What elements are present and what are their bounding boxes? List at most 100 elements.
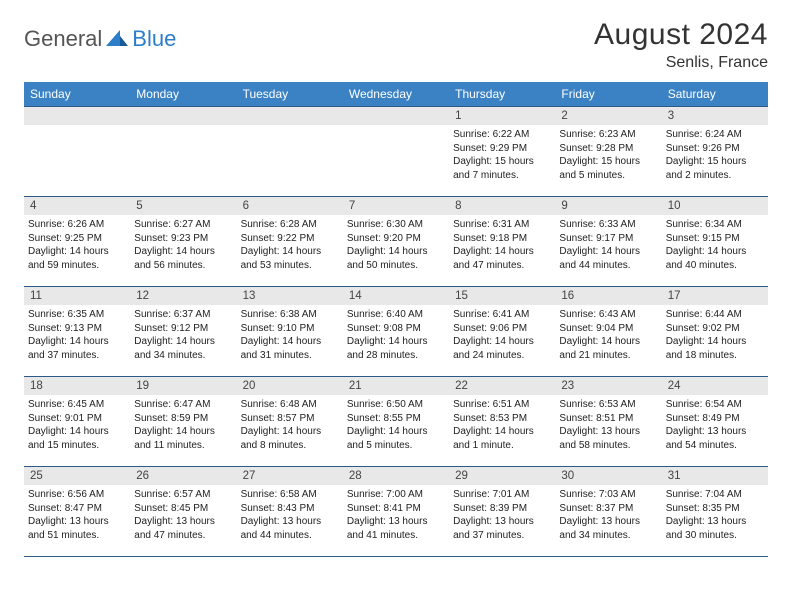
page-header: General Blue August 2024 Senlis, France [24,18,768,72]
logo: General Blue [24,26,176,52]
calendar-cell: 25Sunrise: 6:56 AMSunset: 8:47 PMDayligh… [24,467,130,557]
day-number: 23 [555,377,661,395]
day-content: Sunrise: 6:56 AMSunset: 8:47 PMDaylight:… [24,485,130,546]
logo-triangle-icon [106,28,128,51]
calendar-cell: 7Sunrise: 6:30 AMSunset: 9:20 PMDaylight… [343,197,449,287]
calendar-cell: 1Sunrise: 6:22 AMSunset: 9:29 PMDaylight… [449,107,555,197]
weekday-header: Tuesday [237,82,343,107]
calendar-cell: 24Sunrise: 6:54 AMSunset: 8:49 PMDayligh… [662,377,768,467]
day-content: Sunrise: 6:54 AMSunset: 8:49 PMDaylight:… [662,395,768,456]
day-content: Sunrise: 6:35 AMSunset: 9:13 PMDaylight:… [24,305,130,366]
logo-text-blue: Blue [132,26,176,52]
day-number: 17 [662,287,768,305]
day-content: Sunrise: 7:00 AMSunset: 8:41 PMDaylight:… [343,485,449,546]
weekday-header: Friday [555,82,661,107]
calendar-cell: 10Sunrise: 6:34 AMSunset: 9:15 PMDayligh… [662,197,768,287]
calendar-cell: 26Sunrise: 6:57 AMSunset: 8:45 PMDayligh… [130,467,236,557]
calendar-table: SundayMondayTuesdayWednesdayThursdayFrid… [24,82,768,557]
calendar-head: SundayMondayTuesdayWednesdayThursdayFrid… [24,82,768,107]
calendar-cell: 5Sunrise: 6:27 AMSunset: 9:23 PMDaylight… [130,197,236,287]
day-number: 28 [343,467,449,485]
day-number: 13 [237,287,343,305]
calendar-cell: 18Sunrise: 6:45 AMSunset: 9:01 PMDayligh… [24,377,130,467]
calendar-cell: 30Sunrise: 7:03 AMSunset: 8:37 PMDayligh… [555,467,661,557]
calendar-cell: 8Sunrise: 6:31 AMSunset: 9:18 PMDaylight… [449,197,555,287]
calendar-cell: 31Sunrise: 7:04 AMSunset: 8:35 PMDayligh… [662,467,768,557]
day-content: Sunrise: 6:31 AMSunset: 9:18 PMDaylight:… [449,215,555,276]
day-content: Sunrise: 6:43 AMSunset: 9:04 PMDaylight:… [555,305,661,366]
weekday-header: Wednesday [343,82,449,107]
calendar-cell: 2Sunrise: 6:23 AMSunset: 9:28 PMDaylight… [555,107,661,197]
day-number: 3 [662,107,768,125]
calendar-cell: 4Sunrise: 6:26 AMSunset: 9:25 PMDaylight… [24,197,130,287]
day-content: Sunrise: 6:26 AMSunset: 9:25 PMDaylight:… [24,215,130,276]
calendar-cell: 29Sunrise: 7:01 AMSunset: 8:39 PMDayligh… [449,467,555,557]
day-number: 12 [130,287,236,305]
calendar-cell [24,107,130,197]
day-number: 9 [555,197,661,215]
day-number: 10 [662,197,768,215]
calendar-cell: 22Sunrise: 6:51 AMSunset: 8:53 PMDayligh… [449,377,555,467]
day-content: Sunrise: 6:58 AMSunset: 8:43 PMDaylight:… [237,485,343,546]
calendar-cell: 17Sunrise: 6:44 AMSunset: 9:02 PMDayligh… [662,287,768,377]
day-number: 24 [662,377,768,395]
day-content: Sunrise: 6:22 AMSunset: 9:29 PMDaylight:… [449,125,555,186]
calendar-cell: 19Sunrise: 6:47 AMSunset: 8:59 PMDayligh… [130,377,236,467]
weekday-header: Monday [130,82,236,107]
weekday-header: Thursday [449,82,555,107]
calendar-body: 1Sunrise: 6:22 AMSunset: 9:29 PMDaylight… [24,107,768,557]
day-content: Sunrise: 7:03 AMSunset: 8:37 PMDaylight:… [555,485,661,546]
day-number: 2 [555,107,661,125]
calendar-cell: 23Sunrise: 6:53 AMSunset: 8:51 PMDayligh… [555,377,661,467]
day-number: 1 [449,107,555,125]
logo-text-general: General [24,26,102,52]
day-content: Sunrise: 6:47 AMSunset: 8:59 PMDaylight:… [130,395,236,456]
calendar-cell: 16Sunrise: 6:43 AMSunset: 9:04 PMDayligh… [555,287,661,377]
day-number: 19 [130,377,236,395]
day-number: 25 [24,467,130,485]
day-number: 21 [343,377,449,395]
day-content: Sunrise: 6:37 AMSunset: 9:12 PMDaylight:… [130,305,236,366]
calendar-cell: 13Sunrise: 6:38 AMSunset: 9:10 PMDayligh… [237,287,343,377]
day-number: 18 [24,377,130,395]
calendar-cell: 20Sunrise: 6:48 AMSunset: 8:57 PMDayligh… [237,377,343,467]
calendar-page: General Blue August 2024 Senlis, France … [0,0,792,569]
calendar-cell: 14Sunrise: 6:40 AMSunset: 9:08 PMDayligh… [343,287,449,377]
calendar-cell: 12Sunrise: 6:37 AMSunset: 9:12 PMDayligh… [130,287,236,377]
day-content: Sunrise: 6:33 AMSunset: 9:17 PMDaylight:… [555,215,661,276]
day-number: 16 [555,287,661,305]
day-number: 11 [24,287,130,305]
day-number: 30 [555,467,661,485]
calendar-cell: 3Sunrise: 6:24 AMSunset: 9:26 PMDaylight… [662,107,768,197]
calendar-cell: 27Sunrise: 6:58 AMSunset: 8:43 PMDayligh… [237,467,343,557]
calendar-cell: 11Sunrise: 6:35 AMSunset: 9:13 PMDayligh… [24,287,130,377]
calendar-cell: 21Sunrise: 6:50 AMSunset: 8:55 PMDayligh… [343,377,449,467]
day-content: Sunrise: 6:57 AMSunset: 8:45 PMDaylight:… [130,485,236,546]
day-number: 4 [24,197,130,215]
day-number: 5 [130,197,236,215]
day-number: 15 [449,287,555,305]
title-block: August 2024 Senlis, France [594,18,768,72]
day-content: Sunrise: 6:44 AMSunset: 9:02 PMDaylight:… [662,305,768,366]
day-number: 22 [449,377,555,395]
day-number: 20 [237,377,343,395]
day-content: Sunrise: 6:45 AMSunset: 9:01 PMDaylight:… [24,395,130,456]
day-content: Sunrise: 6:48 AMSunset: 8:57 PMDaylight:… [237,395,343,456]
location-text: Senlis, France [594,54,768,72]
weekday-header: Saturday [662,82,768,107]
month-title: August 2024 [594,18,768,52]
day-number: 14 [343,287,449,305]
day-content: Sunrise: 6:50 AMSunset: 8:55 PMDaylight:… [343,395,449,456]
day-number: 8 [449,197,555,215]
day-number: 31 [662,467,768,485]
day-content: Sunrise: 6:23 AMSunset: 9:28 PMDaylight:… [555,125,661,186]
day-number: 7 [343,197,449,215]
calendar-cell: 28Sunrise: 7:00 AMSunset: 8:41 PMDayligh… [343,467,449,557]
calendar-cell: 9Sunrise: 6:33 AMSunset: 9:17 PMDaylight… [555,197,661,287]
day-content: Sunrise: 6:34 AMSunset: 9:15 PMDaylight:… [662,215,768,276]
day-content: Sunrise: 7:01 AMSunset: 8:39 PMDaylight:… [449,485,555,546]
calendar-cell [130,107,236,197]
calendar-cell [237,107,343,197]
day-content: Sunrise: 6:40 AMSunset: 9:08 PMDaylight:… [343,305,449,366]
day-content: Sunrise: 6:51 AMSunset: 8:53 PMDaylight:… [449,395,555,456]
